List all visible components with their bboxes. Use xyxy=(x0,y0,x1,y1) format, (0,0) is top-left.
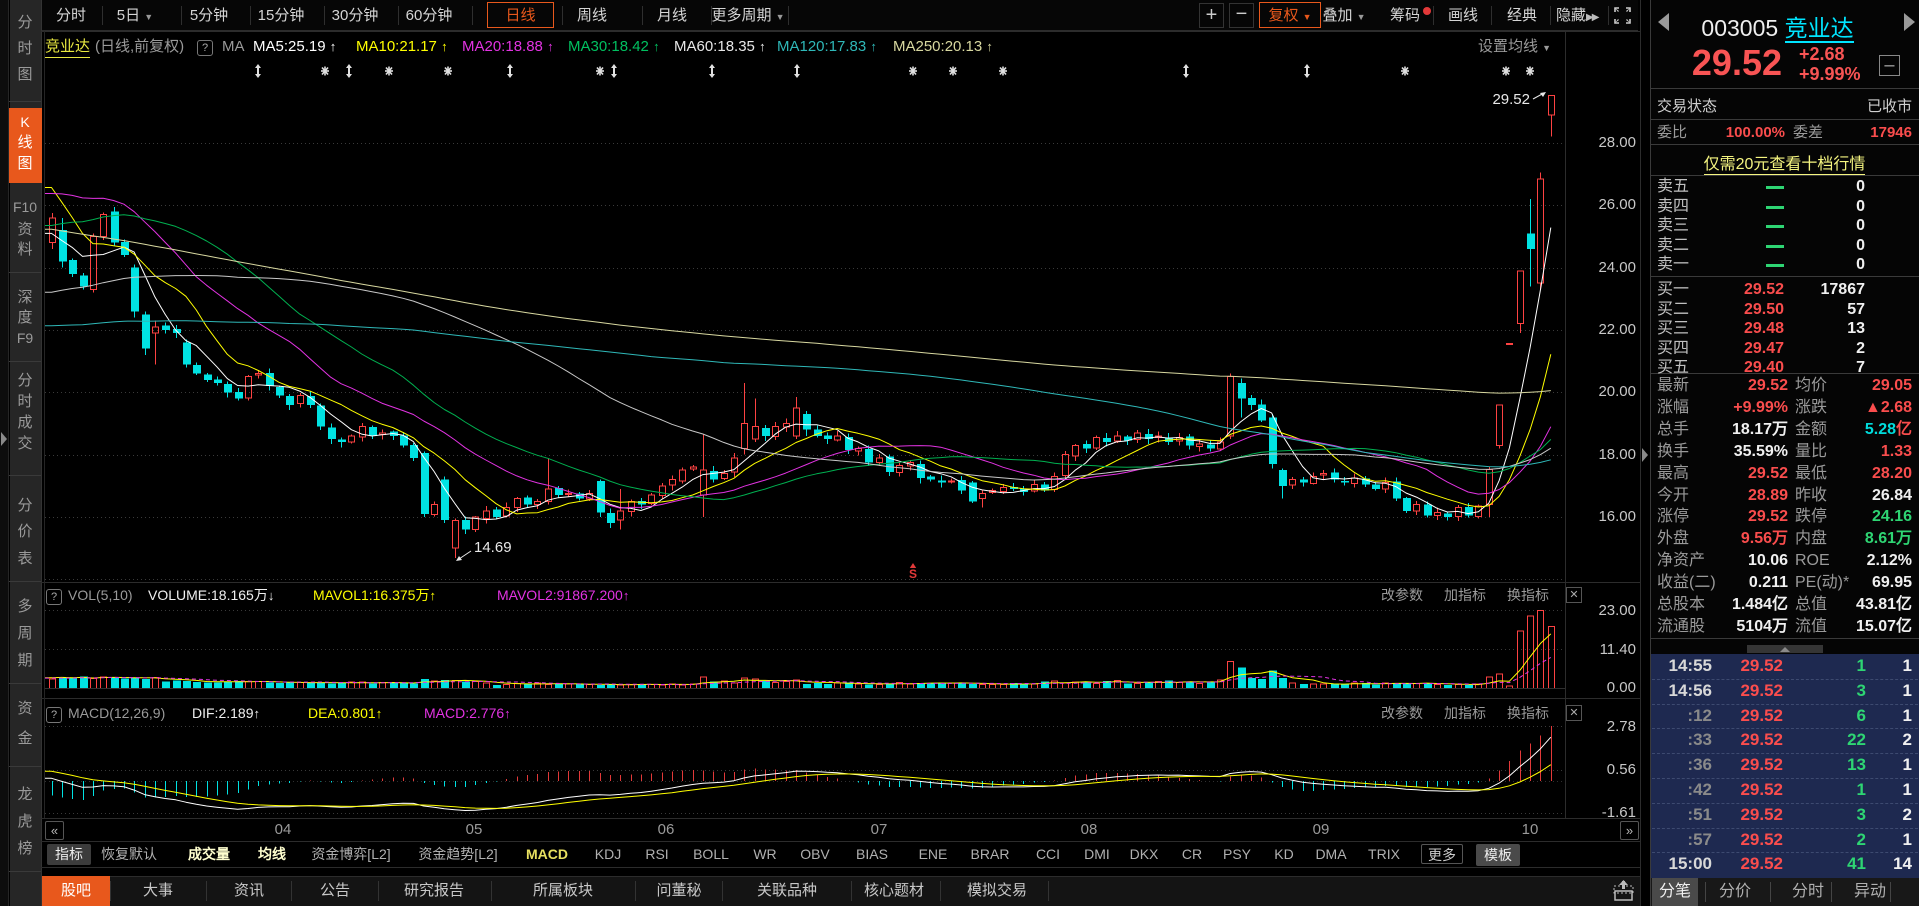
svg-text:S: S xyxy=(909,567,917,581)
svg-text:14.69: 14.69 xyxy=(474,539,512,556)
svg-text:29.52: 29.52 xyxy=(1492,91,1530,108)
